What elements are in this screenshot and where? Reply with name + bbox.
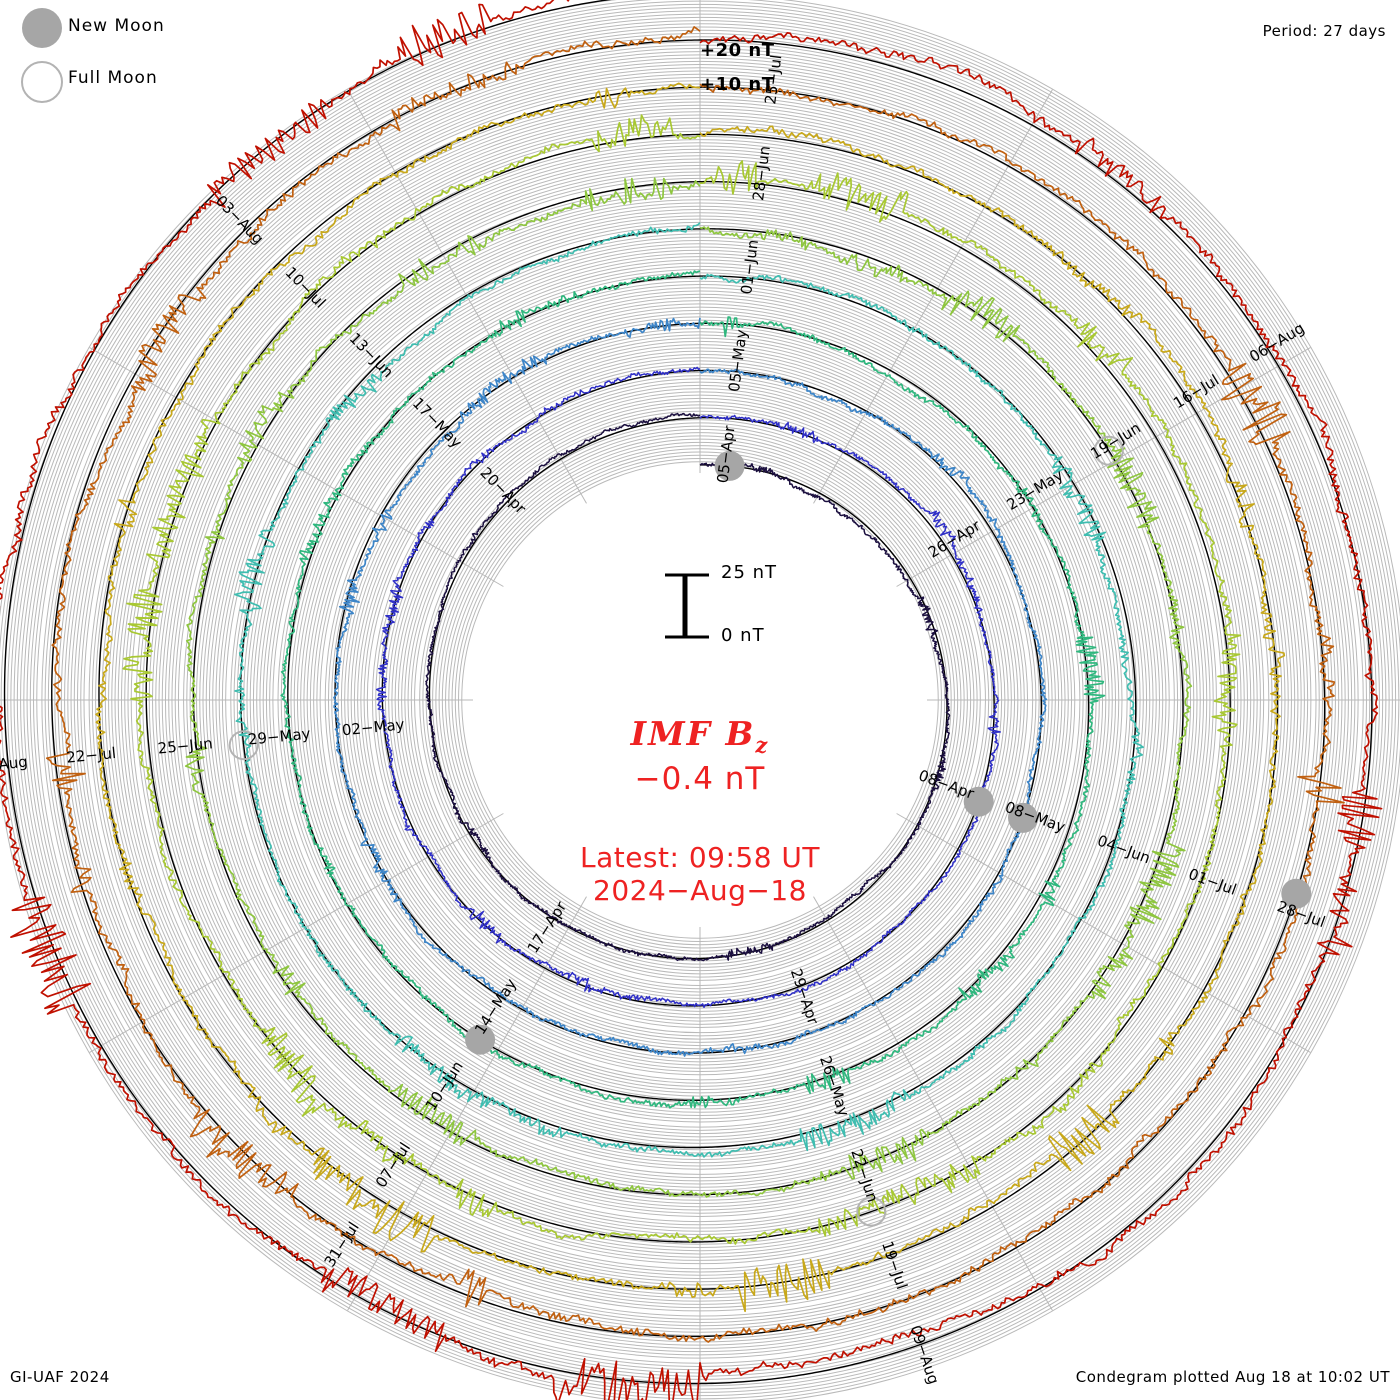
date-label: 25−Jun xyxy=(157,734,214,757)
new-moon-marker xyxy=(714,450,745,481)
date-label: 29−May xyxy=(247,725,311,749)
baseline-arc-7 xyxy=(98,86,1279,1290)
credit-label: GI-UAF 2024 xyxy=(10,1368,110,1386)
date-label: 22−Jul xyxy=(66,744,117,767)
moon-marker-layer xyxy=(228,435,1312,1227)
date-label: 28−Jun xyxy=(749,145,774,202)
new-moon-marker xyxy=(1008,802,1038,833)
legend-marks xyxy=(21,8,63,103)
new-moon-marker xyxy=(22,8,62,48)
plotted-timestamp-label: Condegram plotted Aug 18 at 10:02 UT xyxy=(1075,1368,1390,1386)
date-label: 01−Jun xyxy=(737,239,762,296)
period-label: Period: 27 days xyxy=(1262,22,1386,40)
imf-quantity-text: IMF B xyxy=(630,714,756,753)
date-label: 08−May xyxy=(1003,798,1068,836)
trace-rotation-8 xyxy=(95,82,1286,1313)
trace-rotation-3 xyxy=(333,317,1048,1057)
date-label: 12−Aug xyxy=(0,753,29,777)
date-label: 02−May xyxy=(341,715,405,739)
date-label: 04−Jun xyxy=(1095,832,1153,868)
new-moon-marker xyxy=(1281,878,1312,909)
scalebar-top-label: 25 nT xyxy=(721,562,778,583)
full-moon-marker xyxy=(1093,435,1124,466)
imf-quantity-title: IMF Bz xyxy=(400,714,1000,758)
scale-bar xyxy=(665,573,709,639)
trace-rotation-2 xyxy=(375,366,1002,1009)
legend-full-moon-label: Full Moon xyxy=(68,68,158,88)
trace-rotation-5 xyxy=(234,222,1144,1158)
latest-date-label: 2024−Aug−18 xyxy=(593,873,807,907)
date-label: 16−Jul xyxy=(1170,371,1222,412)
full-moon-marker xyxy=(228,730,259,761)
full-moon-marker xyxy=(856,1196,887,1227)
baseline-arc-0 xyxy=(428,417,948,960)
full-moon-marker xyxy=(21,61,63,103)
scalebar-bottom-label: 0 nT xyxy=(721,625,765,646)
latest-time-label: Latest: 09:58 UT xyxy=(579,840,821,874)
baseline-arc-3 xyxy=(287,275,1090,1102)
legend-new-moon-label: New Moon xyxy=(68,16,165,36)
trace-rotation-7 xyxy=(122,114,1242,1245)
axis-label-plus10: +10 nT xyxy=(700,74,775,95)
baseline-arc-4 xyxy=(239,228,1137,1149)
date-label: 09−Aug xyxy=(906,1323,942,1387)
imf-quantity-subscript: z xyxy=(755,732,770,758)
trace-rotation-6 xyxy=(184,177,1193,1198)
trace-rotation-1 xyxy=(425,412,951,962)
new-moon-marker xyxy=(465,1024,496,1055)
new-moon-marker xyxy=(963,786,994,817)
imf-current-value: −0.4 nT xyxy=(634,760,766,797)
axis-label-plus20: +20 nT xyxy=(700,40,775,61)
center-readout: IMF Bz −0.4 nT Latest: 09:58 UT 2024−Aug… xyxy=(400,714,1000,907)
date-label: 05−May xyxy=(725,328,751,393)
trace-rotation-9 xyxy=(45,26,1345,1343)
trace-rotation-4 xyxy=(280,270,1106,1109)
